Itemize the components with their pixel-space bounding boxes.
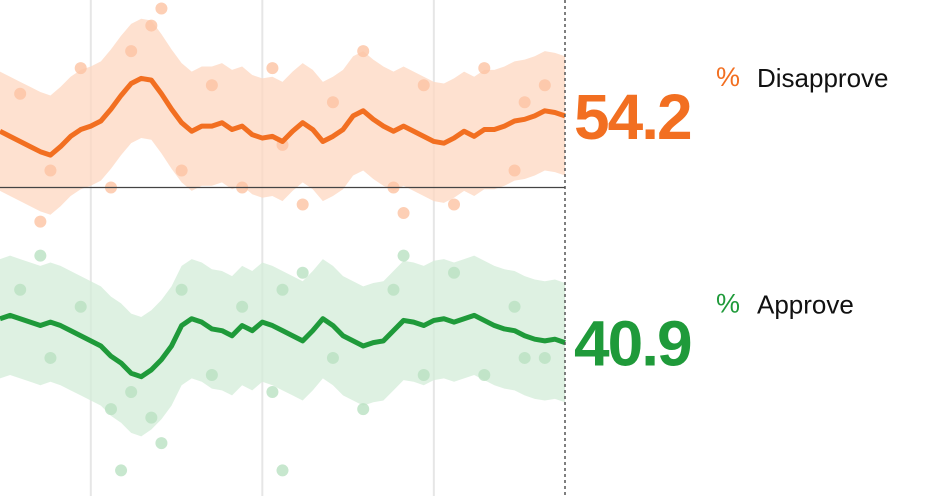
poll-dot (357, 403, 370, 416)
poll-dot (417, 368, 430, 381)
poll-dot (145, 19, 158, 32)
poll-dot (417, 79, 430, 92)
poll-dot (326, 96, 339, 109)
poll-dot (296, 266, 309, 279)
poll-dot (34, 215, 47, 228)
poll-dot (448, 198, 461, 211)
poll-dot (508, 164, 521, 177)
poll-dot (125, 45, 138, 58)
unit: % (716, 62, 740, 92)
poll-dot (266, 386, 279, 399)
poll-dot (276, 283, 289, 296)
poll-dot (538, 351, 551, 364)
plot-area (0, 0, 566, 496)
poll-dot (538, 79, 551, 92)
poll-dot (155, 2, 168, 15)
poll-dot (478, 368, 491, 381)
poll-dot (175, 164, 188, 177)
poll-dot (508, 300, 521, 313)
poll-dot (34, 249, 47, 262)
poll-dot (125, 386, 138, 399)
poll-dot (104, 403, 117, 416)
poll-dot (448, 266, 461, 279)
trend-line (0, 312, 566, 380)
poll-dot (236, 300, 249, 313)
poll-dot (276, 464, 289, 477)
unit: % (716, 289, 740, 319)
poll-dot (518, 351, 531, 364)
poll-dot (44, 164, 57, 177)
poll-dot (326, 351, 339, 364)
poll-dot (478, 62, 491, 75)
poll-dot (518, 96, 531, 109)
trend-line (0, 75, 566, 158)
series-name: Disapprove (757, 63, 889, 93)
poll-dot (387, 283, 400, 296)
poll-dot (44, 351, 57, 364)
poll-dot (357, 45, 370, 58)
poll-dot (115, 464, 128, 477)
poll-dot (14, 87, 27, 100)
poll-dot (175, 283, 188, 296)
current-value: 40.9 (574, 308, 691, 380)
poll-dot (205, 368, 218, 381)
uncertainty-band (0, 18, 565, 215)
poll-dot (266, 62, 279, 75)
poll-dot (74, 62, 87, 75)
current-value: 54.2 (574, 81, 691, 153)
labels: 54.2% Disapprove 40.9% Approve (574, 62, 889, 380)
poll-dot (205, 79, 218, 92)
poll-dot (145, 411, 158, 424)
poll-dot (296, 198, 309, 211)
poll-dot (397, 249, 410, 262)
uncertainty-band (0, 255, 565, 437)
poll-dot (155, 437, 168, 450)
series-name: Approve (757, 290, 854, 320)
poll-dot (14, 283, 27, 296)
poll-dot (397, 207, 410, 220)
poll-dot (74, 300, 87, 313)
